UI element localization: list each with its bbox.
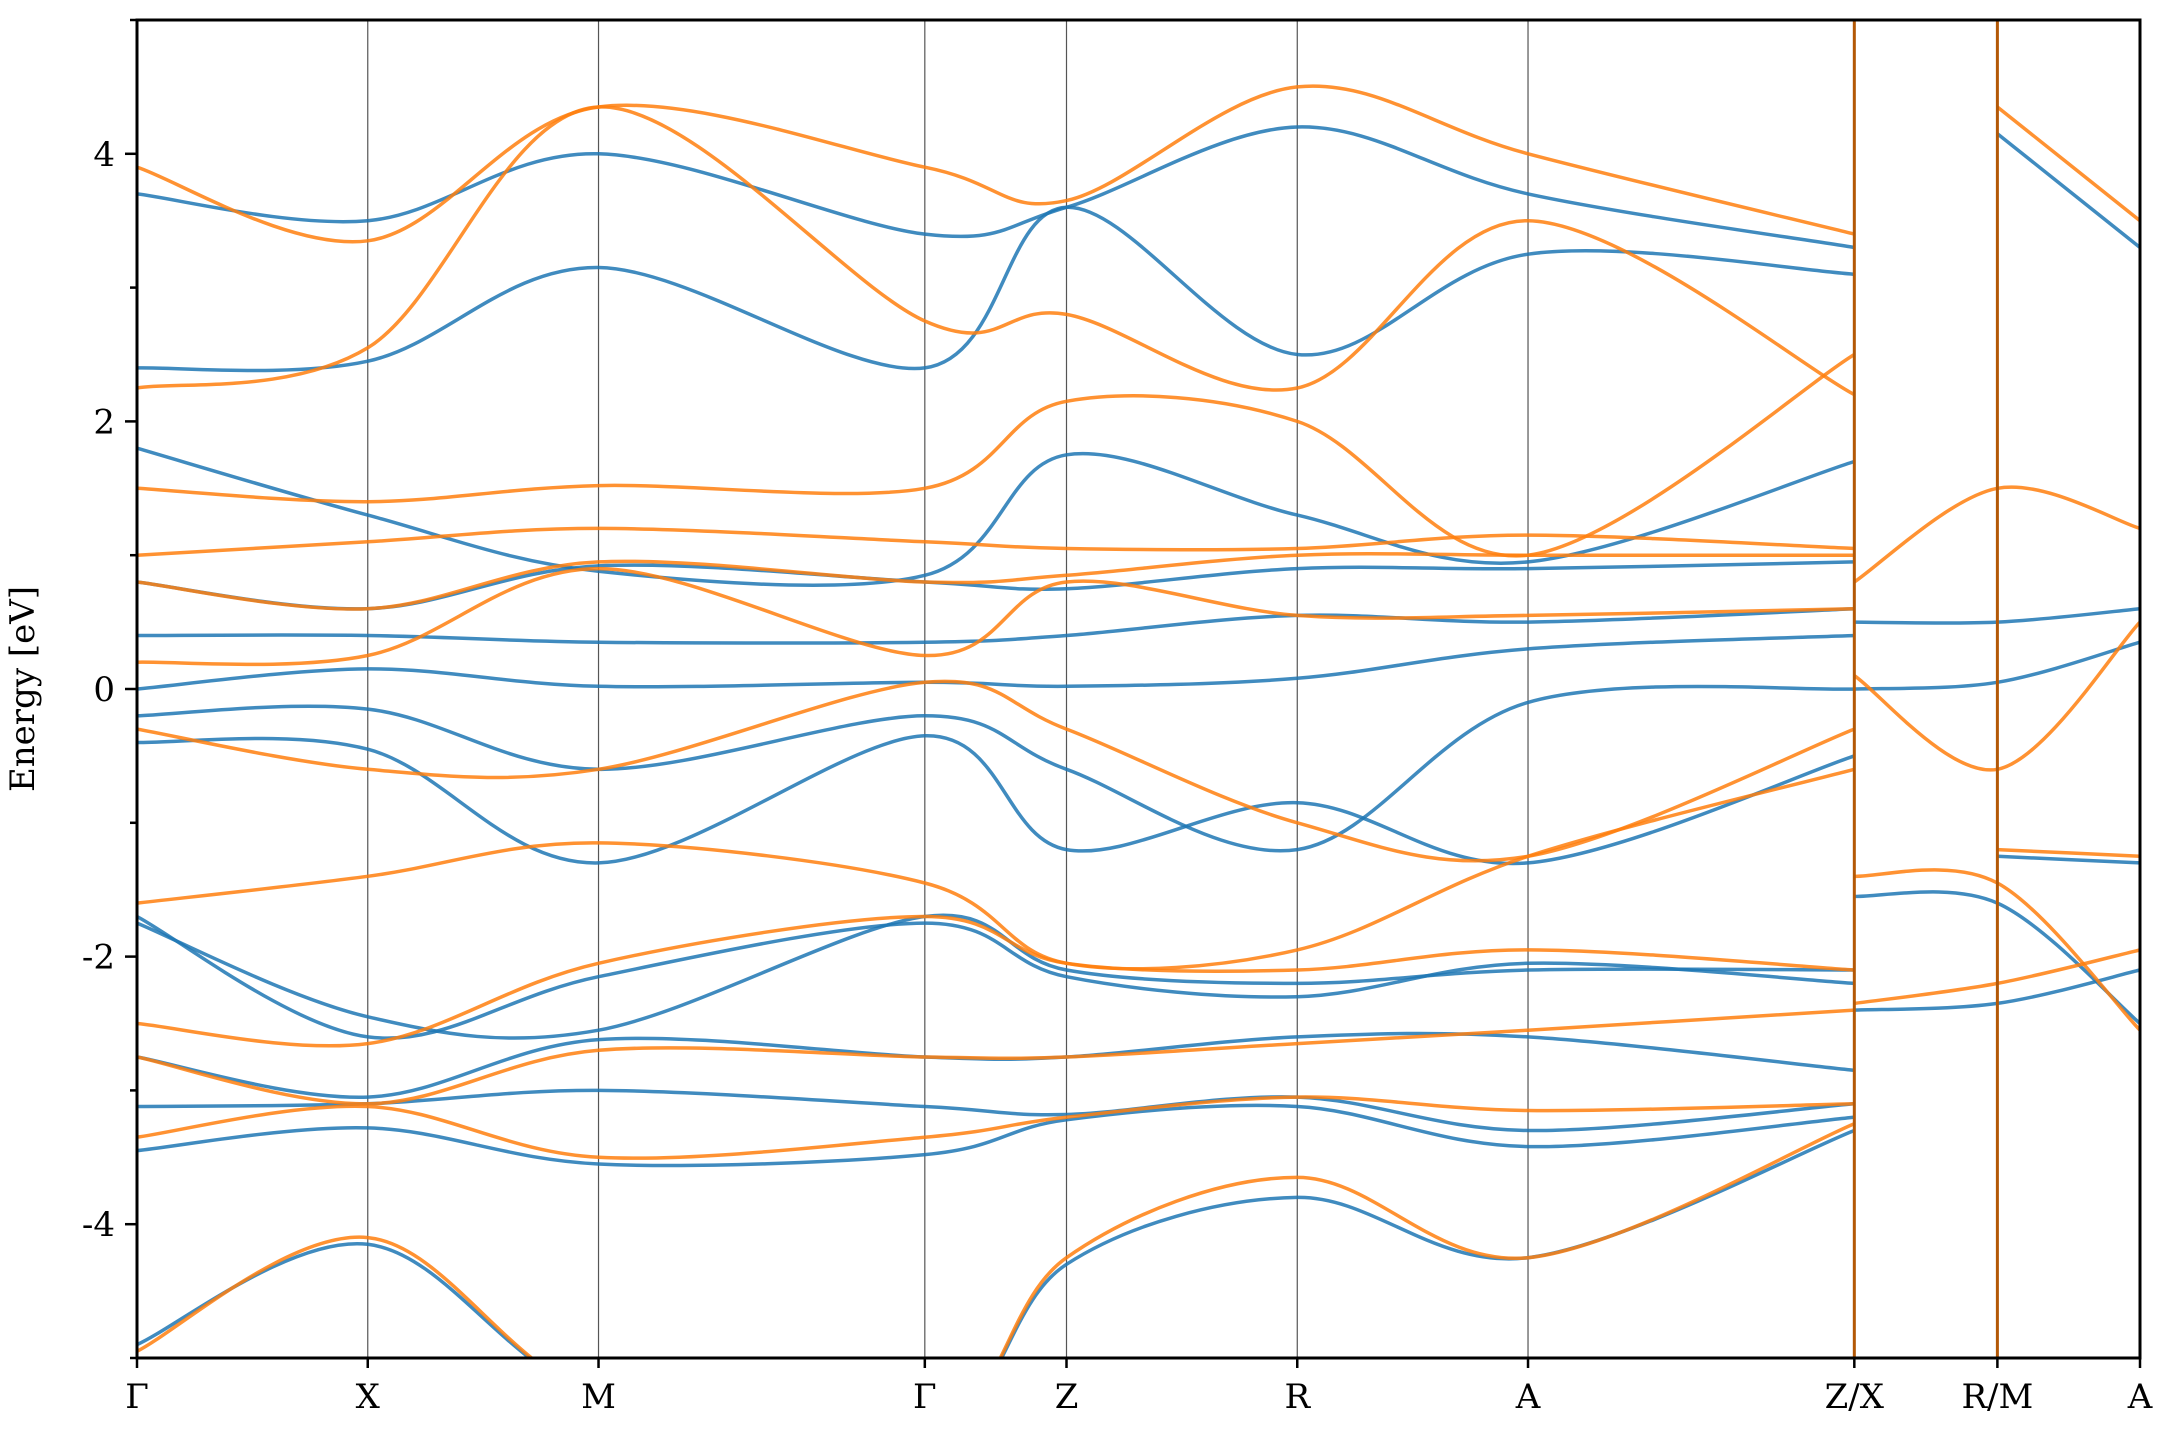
band-lines <box>137 84 2140 1358</box>
band-line <box>137 551 1855 611</box>
x-tick-label: A <box>2127 1377 2153 1417</box>
path-break-lines <box>1852 20 1999 1358</box>
x-tick-label: A <box>1515 1377 1541 1417</box>
band-line <box>137 684 1855 853</box>
band-line <box>137 446 1855 587</box>
y-tick-label: 4 <box>93 135 115 175</box>
band-line <box>1997 847 2140 859</box>
band-line <box>1997 854 2140 865</box>
x-tick-label: Z <box>1055 1377 1079 1417</box>
x-tick-label: R/M <box>1961 1377 2033 1417</box>
band-line <box>137 914 1855 1048</box>
x-tick-label: Γ <box>125 1377 149 1417</box>
band-line <box>137 1095 1855 1160</box>
band-line <box>137 679 1855 863</box>
y-tick-label: -4 <box>82 1205 115 1245</box>
band-line <box>137 1128 1855 1358</box>
band-line <box>1996 132 2140 249</box>
y-tick-label: 0 <box>93 670 115 710</box>
x-tick-label: Γ <box>913 1377 937 1417</box>
band-line <box>137 633 1855 691</box>
band-series-0 <box>137 125 2140 1358</box>
x-tick-label: R <box>1284 1377 1311 1417</box>
y-tick-label: 2 <box>93 402 115 442</box>
y-tick-label: -2 <box>82 938 115 978</box>
band-line <box>137 1103 1855 1168</box>
y-axis-label: Energy [eV] <box>3 586 43 792</box>
x-tick-label: Z/X <box>1825 1377 1885 1417</box>
band-line <box>137 606 1855 645</box>
band-line <box>137 205 1855 373</box>
x-tick-label: X <box>356 1377 381 1417</box>
band-line <box>137 526 1855 557</box>
x-tick-label: M <box>581 1377 616 1417</box>
band-line <box>137 767 1855 971</box>
band-line <box>137 560 1855 611</box>
band-line <box>137 84 1855 244</box>
band-series-1 <box>137 84 2140 1358</box>
band-line <box>137 734 1855 866</box>
band-line <box>137 566 1855 667</box>
y-axis: -4 -2 0 2 4 <box>82 18 137 1360</box>
band-line <box>137 125 1855 250</box>
x-axis: Γ X M Γ Z R A Z/X R/M A <box>125 1358 2153 1417</box>
band-line <box>137 1008 1855 1106</box>
band-line <box>137 1122 1855 1358</box>
band-line <box>137 105 1856 397</box>
band-line <box>1996 105 2140 223</box>
band-line <box>137 1031 1855 1099</box>
band-line <box>137 353 1856 558</box>
